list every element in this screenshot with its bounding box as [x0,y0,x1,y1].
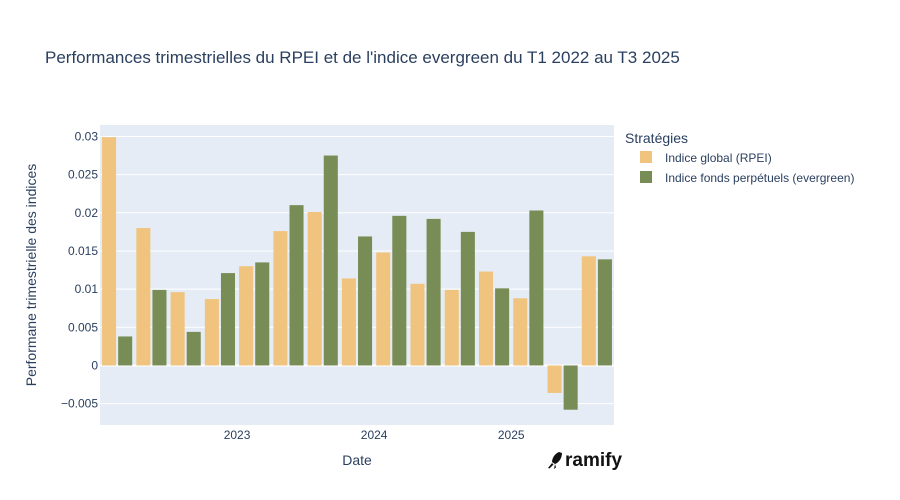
bar-rpei-t4-2022[interactable] [204,299,219,366]
bar-rpei-t3-2023[interactable] [307,212,322,366]
bar-evergreen-t4-2023[interactable] [358,236,373,366]
bar-evergreen-t3-2022[interactable] [186,331,201,366]
legend-item-evergreen[interactable]: Indice fonds perpétuels (evergreen) [640,171,854,185]
bar-evergreen-t2-2023[interactable] [289,205,304,366]
bar-evergreen-t1-2022[interactable] [118,336,133,366]
x-tick-label: 2023 [224,428,251,442]
y-tick-label: 0.02 [75,206,99,220]
bar-rpei-t2-2024[interactable] [410,283,425,366]
bar-evergreen-t1-2025[interactable] [529,210,544,366]
grid-lines [100,135,614,405]
y-tick-label: 0.01 [75,282,99,296]
bar-evergreen-t1-2024[interactable] [392,215,407,366]
legend-title: Stratégies [625,130,688,146]
x-axis-title: Date [342,452,372,468]
legend-label-rpei: Indice global (RPEI) [665,151,772,165]
legend: Stratégies Indice global (RPEI) Indice f… [625,130,854,185]
bar-evergreen-t2-2022[interactable] [152,289,167,366]
bar-evergreen-t4-2022[interactable] [220,273,236,366]
rocket-icon [548,452,562,469]
bar-rpei-t1-2022[interactable] [102,137,117,366]
x-tick-label: 2024 [361,428,388,442]
bar-evergreen-t1-2023[interactable] [255,262,270,366]
bar-rpei-t1-2023[interactable] [239,266,254,366]
y-tick-label: −0.005 [61,397,98,411]
y-axis-title: Performane trimestrielle des indices [23,164,39,387]
y-tick-label: 0.03 [75,129,99,143]
bar-rpei-t3-2025[interactable] [581,256,596,366]
bar-rpei-t2-2025[interactable] [547,365,562,393]
bar-evergreen-t3-2024[interactable] [460,231,475,366]
bar-rpei-t3-2022[interactable] [170,292,185,366]
chart-title: Performances trimestrielles du RPEI et d… [45,48,680,67]
bars [102,137,612,410]
bar-rpei-t4-2023[interactable] [341,278,356,366]
legend-swatch-evergreen [640,171,652,183]
bar-rpei-t2-2022[interactable] [136,228,151,366]
bar-rpei-t4-2024[interactable] [478,271,494,366]
x-tick-label: 2025 [498,428,525,442]
brand-name: ramify [565,450,622,471]
y-axis-ticks: −0.005 0 0.005 0.01 0.015 0.02 0.025 0.03 [61,129,98,410]
y-tick-label: 0.015 [68,244,98,258]
bar-evergreen-t3-2025[interactable] [597,259,612,366]
bar-evergreen-t4-2024[interactable] [495,288,510,366]
x-axis-ticks: 2023 2024 2025 [224,428,525,442]
bar-evergreen-t2-2024[interactable] [426,218,441,366]
bar-rpei-t1-2024[interactable] [376,252,391,366]
legend-item-rpei[interactable]: Indice global (RPEI) [640,151,772,165]
bar-rpei-t3-2024[interactable] [444,289,459,366]
y-tick-label: 0 [91,358,98,372]
legend-label-evergreen: Indice fonds perpétuels (evergreen) [665,171,854,185]
y-tick-label: 0.005 [68,320,98,334]
legend-swatch-rpei [640,151,652,163]
bar-rpei-t1-2025[interactable] [513,298,528,366]
brand-logo: ramify [548,450,622,471]
bar-evergreen-t3-2023[interactable] [323,155,338,366]
bar-evergreen-t2-2025[interactable] [563,365,578,410]
bar-rpei-t2-2023[interactable] [273,231,288,366]
y-tick-label: 0.025 [68,168,98,182]
